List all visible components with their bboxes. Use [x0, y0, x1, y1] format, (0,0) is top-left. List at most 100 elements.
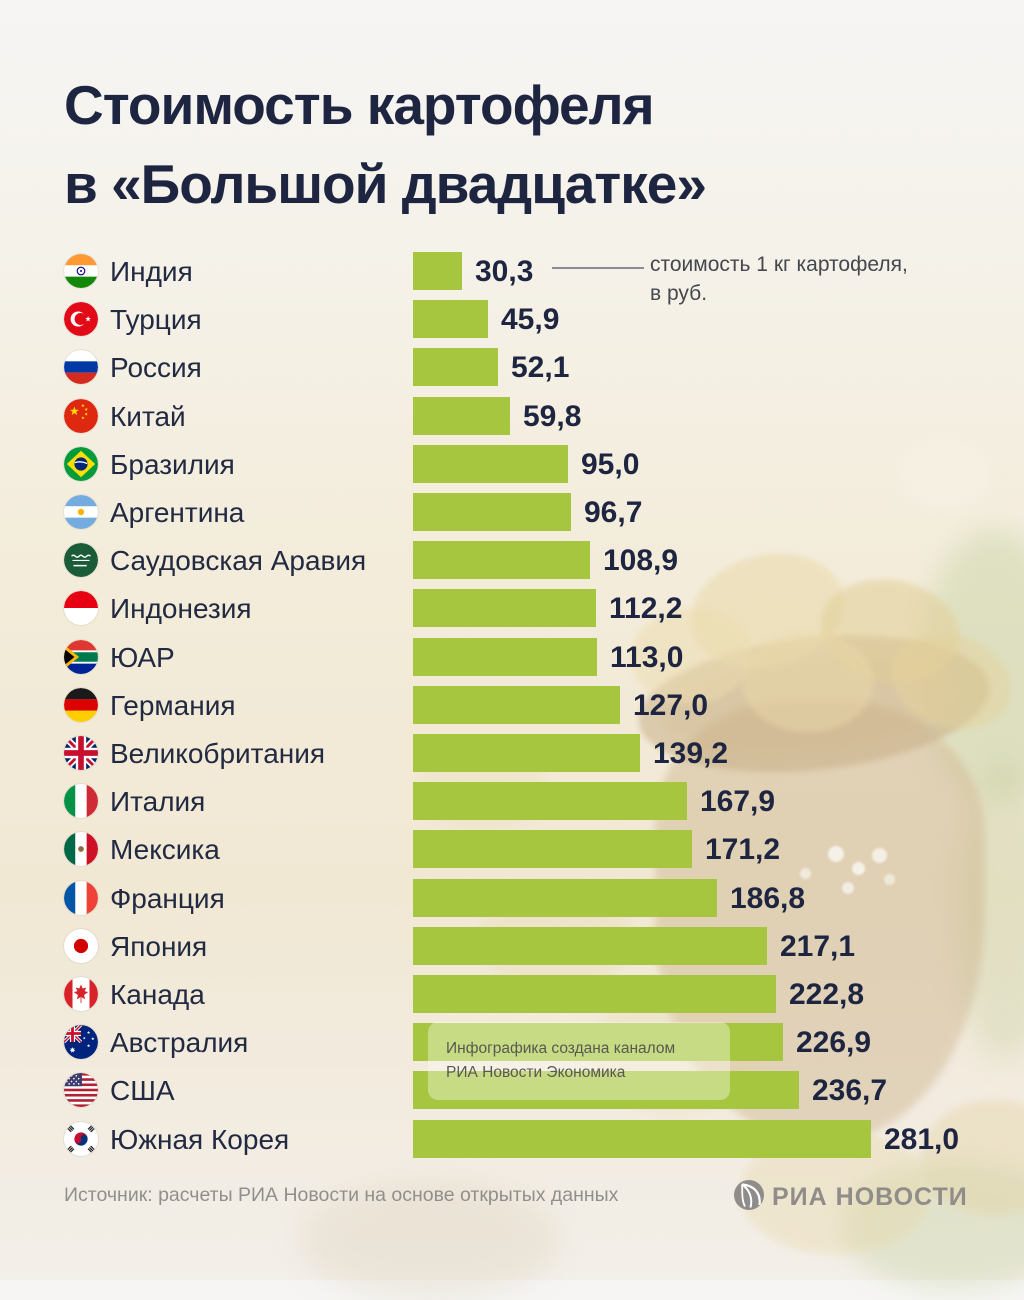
watermark-note: Инфографика создана каналом РИА Новости … — [428, 1022, 730, 1100]
country-label: Турция — [110, 304, 202, 336]
chart-row: США 236,7 — [64, 1071, 960, 1110]
value-label: 171,2 — [705, 833, 781, 867]
flag-japan-icon — [64, 928, 98, 963]
chart-row: Канада 222,8 — [64, 975, 960, 1013]
flag-germany-icon — [64, 687, 98, 722]
value-label: 95,0 — [581, 447, 640, 481]
country-label: Франция — [110, 882, 225, 914]
flag-argentina-icon — [64, 495, 98, 529]
country-label: Италия — [110, 786, 206, 818]
flag-russia-icon — [64, 350, 98, 385]
value-bar — [413, 685, 620, 724]
page-title: Стоимость картофеля в «Большой двадцатке… — [64, 66, 707, 224]
value-bar — [413, 1071, 799, 1110]
value-bar — [413, 878, 717, 917]
chart-row: Мексика 171,2 — [64, 830, 960, 869]
chart-row: Турция 45,9 — [64, 300, 960, 339]
country-label: Япония — [110, 930, 208, 962]
flag-south-korea-icon — [64, 1121, 98, 1156]
value-label: 281,0 — [884, 1122, 960, 1156]
value-bar — [413, 926, 767, 965]
value-label: 222,8 — [789, 978, 865, 1011]
chart-row: Саудовская Аравия 108,9 — [64, 541, 960, 580]
country-label: Аргентина — [110, 497, 245, 528]
value-bar — [413, 348, 498, 387]
value-label: 186,8 — [730, 881, 806, 915]
bar-chart: Индия 30,3 Турция 45,9 Россия 52,1 Китай 59,8 Бр… — [64, 0, 960, 1280]
value-label: 112,2 — [609, 592, 683, 626]
chart-row: Великобритания 139,2 — [64, 734, 960, 772]
value-bar — [413, 252, 462, 290]
value-label: 139,2 — [653, 737, 729, 770]
value-bar — [413, 589, 596, 628]
value-label: 45,9 — [501, 303, 560, 337]
country-label: Австралия — [110, 1027, 249, 1059]
country-label: Канада — [110, 979, 205, 1010]
value-bar — [413, 300, 488, 339]
flag-turkey-icon — [64, 302, 98, 337]
flag-saudi-arabia-icon — [64, 543, 98, 578]
unit-annotation: стоимость 1 кг картофеля, в руб. — [650, 253, 908, 305]
country-label: США — [110, 1075, 175, 1107]
chart-row: Франция 186,8 — [64, 878, 960, 917]
country-label: Индия — [110, 256, 193, 287]
value-label: 217,1 — [780, 929, 856, 963]
chart-row: Индия 30,3 — [64, 252, 960, 290]
flag-brazil-icon — [64, 446, 98, 481]
country-label: Россия — [110, 352, 202, 384]
value-label: 96,7 — [584, 496, 643, 529]
value-bar — [413, 396, 510, 435]
country-label: Великобритания — [110, 738, 326, 769]
value-bar — [413, 975, 776, 1013]
chart-row: Италия 167,9 — [64, 782, 960, 821]
ria-globe-icon — [734, 1180, 764, 1215]
value-bar — [413, 830, 692, 869]
ria-novosti-logo: РИА НОВОСТИ — [734, 1180, 968, 1215]
chart-row: Россия 52,1 — [64, 348, 960, 387]
ria-logo-text: РИА НОВОСТИ — [772, 1183, 968, 1211]
flag-australia-icon — [64, 1025, 98, 1060]
annotation-connector-line — [552, 267, 644, 269]
value-label: 30,3 — [475, 255, 534, 288]
value-label: 59,8 — [523, 399, 582, 433]
country-label: Саудовская Аравия — [110, 545, 367, 577]
flag-uk-icon — [64, 736, 98, 770]
country-label: Мексика — [110, 834, 220, 866]
chart-row: Германия 127,0 — [64, 685, 960, 724]
flag-usa-icon — [64, 1073, 98, 1108]
flag-south-africa-icon — [64, 639, 98, 674]
flag-mexico-icon — [64, 832, 98, 867]
value-bar — [413, 1119, 871, 1158]
country-label: Бразилия — [110, 448, 235, 480]
value-label: 127,0 — [633, 688, 709, 722]
value-bar — [413, 782, 687, 821]
country-label: Китай — [110, 400, 186, 432]
flag-china-icon — [64, 398, 98, 433]
chart-row: Южная Корея 281,0 — [64, 1119, 960, 1158]
value-bar — [413, 734, 640, 772]
chart-row: Бразилия 95,0 — [64, 444, 960, 483]
flag-france-icon — [64, 880, 98, 915]
chart-row: Китай 59,8 — [64, 396, 960, 435]
value-bar — [413, 1023, 783, 1062]
value-label: 236,7 — [812, 1074, 888, 1108]
flag-india-icon — [64, 254, 98, 288]
value-label: 108,9 — [603, 544, 679, 578]
chart-row: Аргентина 96,7 — [64, 493, 960, 531]
flag-italy-icon — [64, 784, 98, 819]
source-note: Источник: расчеты РИА Новости на основе … — [64, 1184, 619, 1206]
title-line-1: Стоимость картофеля — [64, 74, 655, 136]
chart-row: Индонезия 112,2 — [64, 589, 960, 628]
country-label: Индонезия — [110, 593, 252, 625]
chart-row: Австралия 226,9 — [64, 1023, 960, 1062]
value-bar — [413, 493, 571, 531]
value-bar — [413, 444, 568, 483]
value-bar — [413, 637, 597, 676]
value-label: 113,0 — [610, 640, 684, 674]
flag-canada-icon — [64, 977, 98, 1011]
chart-row: Япония 217,1 — [64, 926, 960, 965]
title-line-2: в «Большой двадцатке» — [64, 153, 707, 215]
flag-indonesia-icon — [64, 591, 98, 626]
country-label: Германия — [110, 689, 236, 721]
value-label: 167,9 — [700, 785, 776, 819]
